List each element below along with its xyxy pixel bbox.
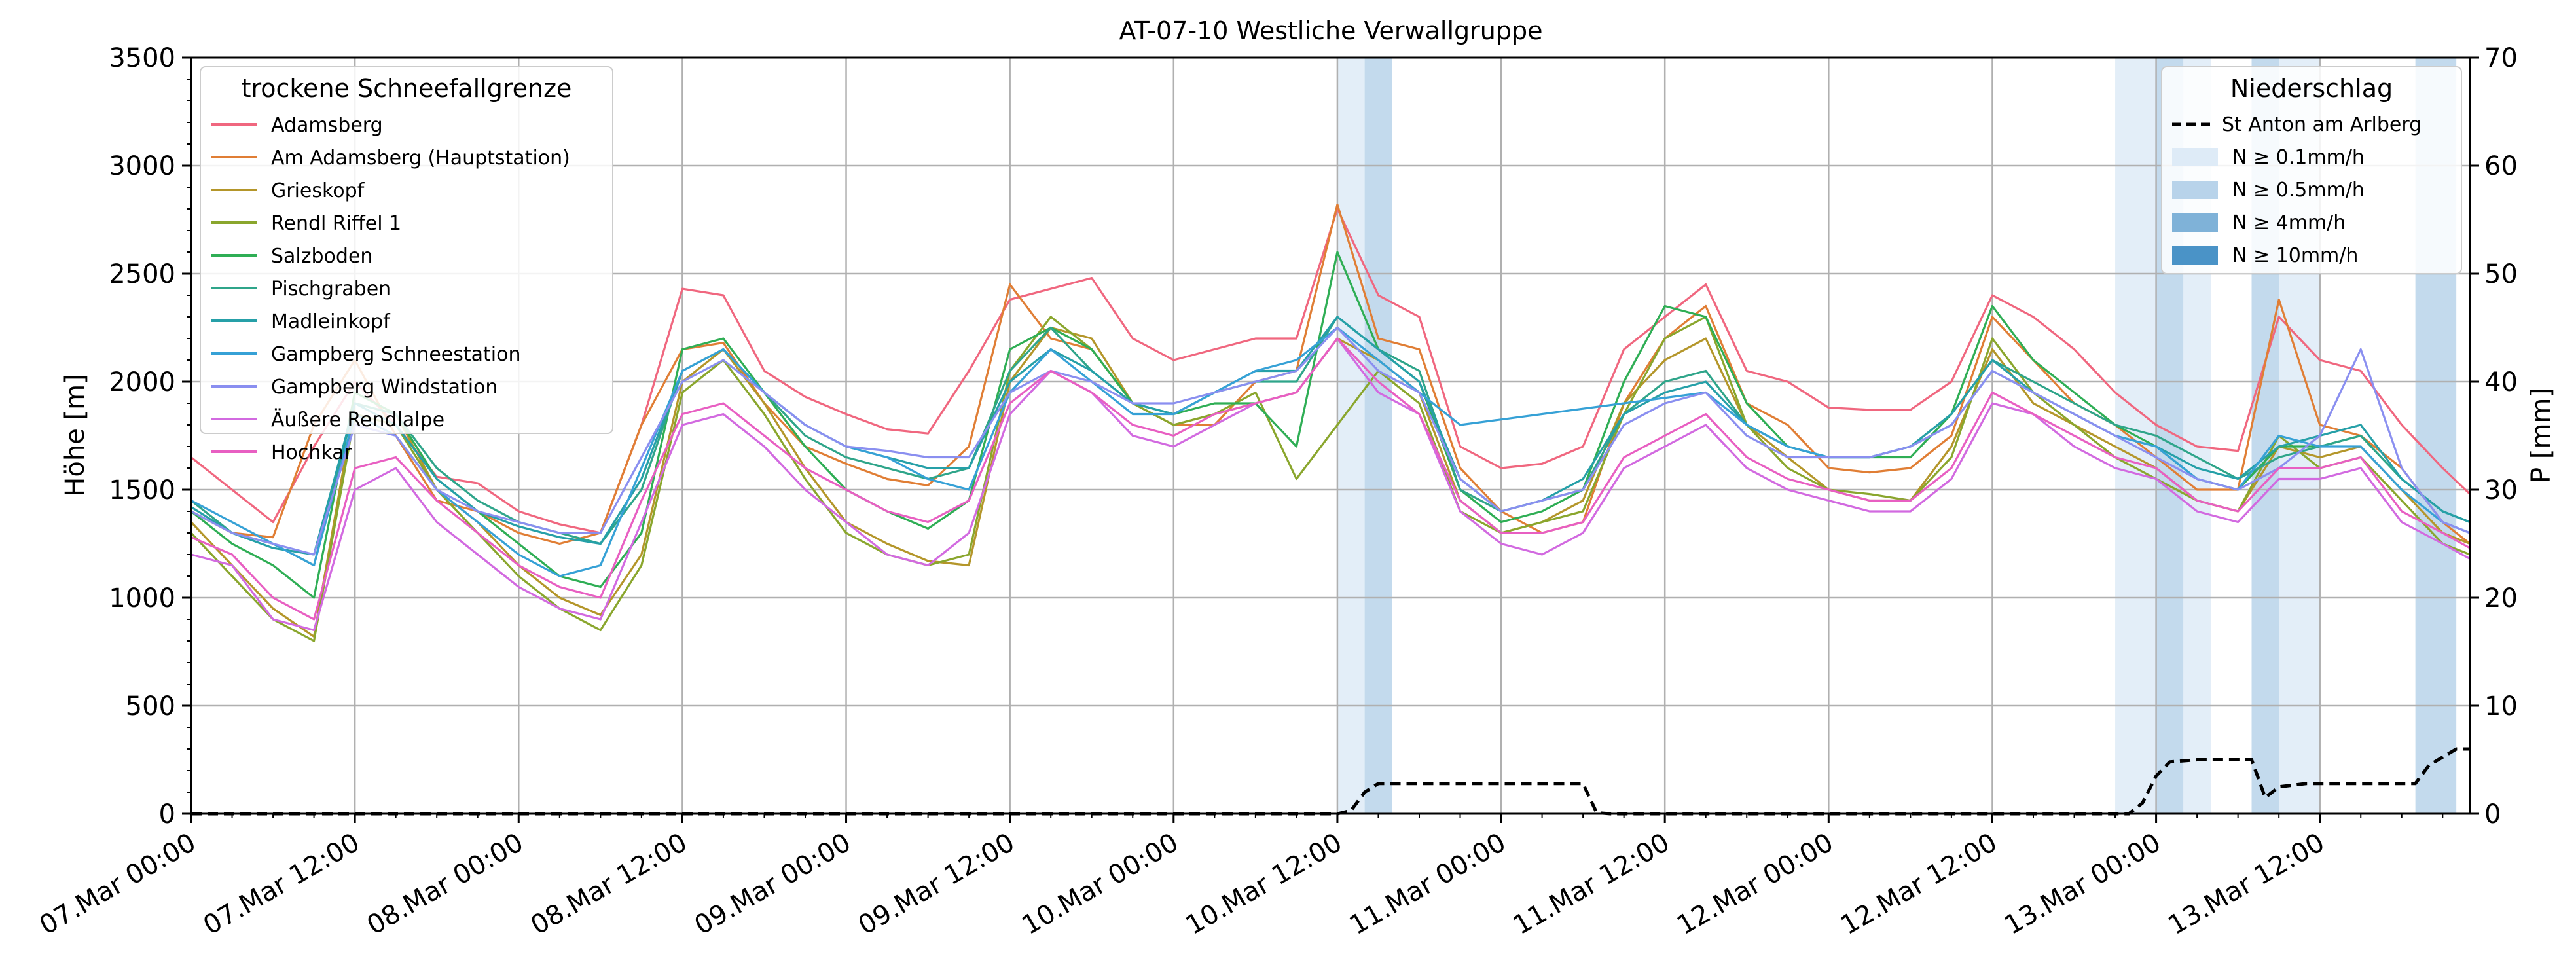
y-tick-label: 0 — [159, 799, 175, 830]
legend-label: Gampberg Schneestation — [271, 343, 521, 366]
legend-right-title: Niederschlag — [2230, 74, 2393, 103]
x-tick-label: 12.Mar 00:00 — [1672, 828, 1838, 941]
legend-label: Hochkar — [271, 441, 353, 464]
y2-tick-label: 0 — [2484, 799, 2501, 830]
legend-left: trockene Schneefallgrenze Adamsberg Am Ad… — [200, 66, 613, 464]
x-tick-label: 10.Mar 12:00 — [1181, 828, 1347, 941]
x-tick-label: 13.Mar 00:00 — [1999, 828, 2166, 941]
x-tick-label: 13.Mar 12:00 — [2163, 828, 2329, 941]
series-lines — [190, 203, 2471, 642]
legend-label: Salzboden — [271, 245, 372, 268]
series-line-rendl-riffel-1 — [190, 316, 2471, 642]
legend-left-title: trockene Schneefallgrenze — [242, 74, 572, 103]
y-tick-label: 2000 — [109, 367, 175, 397]
chart-title: AT-07-10 Westliche Verwallgruppe — [1119, 16, 1543, 45]
legend-label: Pischgraben — [271, 278, 391, 301]
y2-tick-label: 20 — [2484, 583, 2518, 613]
y-tick-label: 1500 — [109, 475, 175, 505]
legend-label: Madleinkopf — [271, 310, 391, 333]
x-tick-label: 11.Mar 12:00 — [1508, 828, 1675, 941]
y2-tick-label: 60 — [2484, 151, 2518, 181]
precip-band — [1364, 58, 1392, 814]
series-line-gampberg-schneestation — [190, 326, 2471, 577]
precip-band — [1337, 58, 1365, 814]
legend-band-label: N ≥ 4mm/h — [2232, 211, 2346, 234]
legend-band-swatch — [2172, 181, 2218, 199]
legend-label: Am Adamsberg (Hauptstation) — [271, 147, 570, 170]
series-line-gampberg-windstation — [190, 326, 2471, 556]
precip-line — [191, 747, 2470, 816]
y-axis-label: Höhe [m] — [60, 374, 90, 496]
x-tick-label: 11.Mar 00:00 — [1345, 828, 1511, 941]
legend-right: Niederschlag St Anton am Arlberg N ≥ 0.1… — [2161, 66, 2462, 274]
y-tick-label: 3500 — [109, 43, 175, 73]
legend-band-swatch — [2172, 246, 2218, 265]
y2-tick-label: 10 — [2484, 691, 2518, 721]
legend-band-label: N ≥ 10mm/h — [2232, 244, 2358, 267]
y2-tick-label: 40 — [2484, 367, 2518, 397]
legend-label: Gampberg Windstation — [271, 376, 498, 399]
legend-band-swatch — [2172, 213, 2218, 232]
x-tick-label: 08.Mar 12:00 — [526, 828, 692, 941]
legend-precip-label: St Anton am Arlberg — [2222, 113, 2422, 136]
x-tick-label: 09.Mar 00:00 — [689, 828, 856, 941]
series-line-salzboden — [190, 251, 2471, 599]
x-tick-label: 07.Mar 00:00 — [35, 828, 201, 941]
legend-band-label: N ≥ 0.5mm/h — [2232, 179, 2365, 202]
y-tick-label: 500 — [126, 691, 175, 721]
legend-label: Rendl Riffel 1 — [271, 212, 401, 235]
y2-tick-label: 50 — [2484, 259, 2518, 289]
legend-label: Adamsberg — [271, 114, 383, 137]
x-tick-label: 12.Mar 12:00 — [1836, 828, 2002, 941]
y2-axis-label: P [mm] — [2526, 388, 2556, 483]
legend-label: Grieskopf — [271, 179, 365, 202]
x-tick-label: 09.Mar 12:00 — [853, 828, 1019, 941]
legend-band-swatch — [2172, 148, 2218, 166]
y2-tick-label: 30 — [2484, 475, 2518, 505]
x-tick-label: 10.Mar 00:00 — [1017, 828, 1183, 941]
y-tick-label: 2500 — [109, 259, 175, 289]
precip-line-st-anton — [191, 747, 2470, 816]
y2-tick-label: 70 — [2484, 43, 2518, 73]
x-tick-label: 08.Mar 00:00 — [362, 828, 528, 941]
x-tick-label: 07.Mar 12:00 — [198, 828, 365, 941]
plot-frame — [190, 56, 2471, 815]
y-tick-label: 1000 — [109, 583, 175, 613]
series-line-hochkar — [190, 337, 2471, 621]
legend-band-label: N ≥ 0.1mm/h — [2232, 146, 2365, 169]
y-tick-label: 3000 — [109, 151, 175, 181]
legend-label: Äußere Rendlalpe — [271, 408, 444, 431]
